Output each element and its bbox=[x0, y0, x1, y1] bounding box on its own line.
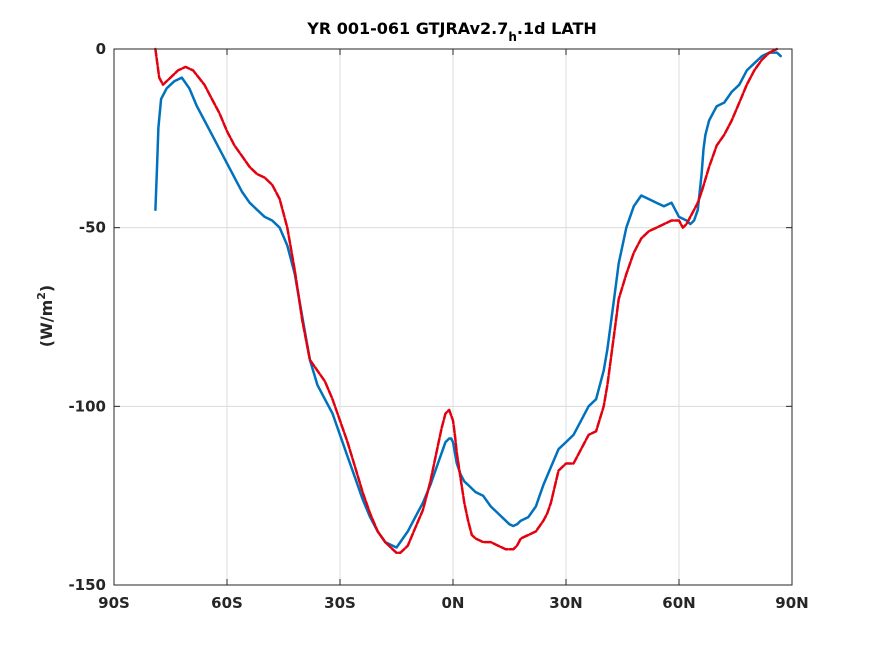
y-axis-label: (W/m2) bbox=[35, 285, 56, 347]
axis-ticks: 90S 60S 30S 0N 30N 60N 90N 0 -50 -100 -150 bbox=[68, 40, 808, 612]
series-line-1 bbox=[154, 51, 782, 549]
x-tick-label: 30N bbox=[549, 594, 582, 612]
y-tick-label: -50 bbox=[79, 219, 106, 237]
y-tick-label: 0 bbox=[96, 40, 106, 58]
y-tick-label: -100 bbox=[68, 397, 106, 415]
x-tick-label: 90S bbox=[98, 594, 130, 612]
x-tick-label: 30S bbox=[324, 594, 356, 612]
chart-title: YR 001-061 GTJRAv2.7h.1d LATH bbox=[306, 19, 597, 44]
x-tick-label: 90N bbox=[775, 594, 808, 612]
x-tick-label: 60N bbox=[662, 594, 695, 612]
x-tick-label: 0N bbox=[442, 594, 465, 612]
series-lines bbox=[154, 47, 782, 555]
x-tick-label: 60S bbox=[211, 594, 243, 612]
grid-lines bbox=[113, 48, 793, 586]
series-line-2 bbox=[154, 47, 779, 555]
y-tick-label: -150 bbox=[68, 576, 106, 594]
